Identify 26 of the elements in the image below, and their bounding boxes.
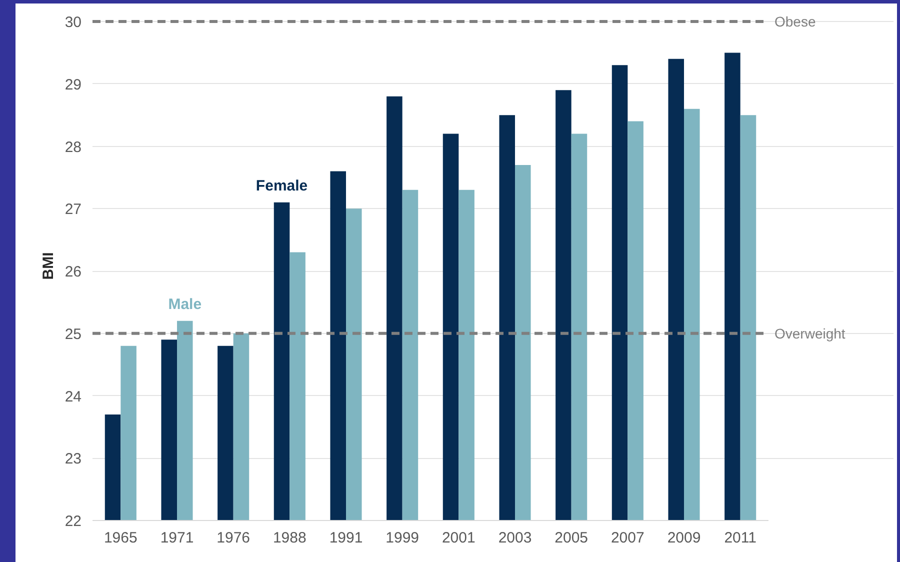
x-tick-label: 1991	[329, 530, 363, 546]
x-tick-label: 1971	[160, 530, 194, 546]
y-tick-label: 22	[64, 513, 82, 530]
ref-line-label: Overweight	[774, 325, 846, 342]
y-tick-label: 23	[64, 450, 82, 468]
ref-line-label: Obese	[774, 14, 816, 30]
y-tick-label: 27	[64, 201, 82, 218]
x-tick-label: 2001	[442, 530, 476, 546]
series-label: Male	[168, 296, 202, 313]
y-tick-label: 25	[64, 326, 82, 343]
series-label: Female	[256, 177, 308, 194]
x-tick-label: 2003	[498, 530, 532, 546]
x-tick-label: 2005	[554, 530, 588, 546]
y-axis-title: BMI	[40, 252, 57, 280]
x-tick-label: 1988	[272, 530, 306, 546]
x-tick-label: 2007	[610, 530, 644, 546]
y-tick-label: 26	[64, 264, 82, 280]
x-tick-label: 1976	[216, 530, 250, 546]
y-tick-label: 30	[64, 14, 82, 31]
y-tick-label: 28	[64, 138, 82, 156]
x-tick-label: 1999	[386, 530, 420, 546]
y-tick-label: 29	[64, 76, 82, 94]
x-tick-label: 1965	[104, 530, 138, 546]
x-tick-label: 2011	[724, 530, 756, 546]
x-tick-label: 2009	[667, 530, 701, 546]
y-tick-label: 24	[64, 388, 82, 406]
